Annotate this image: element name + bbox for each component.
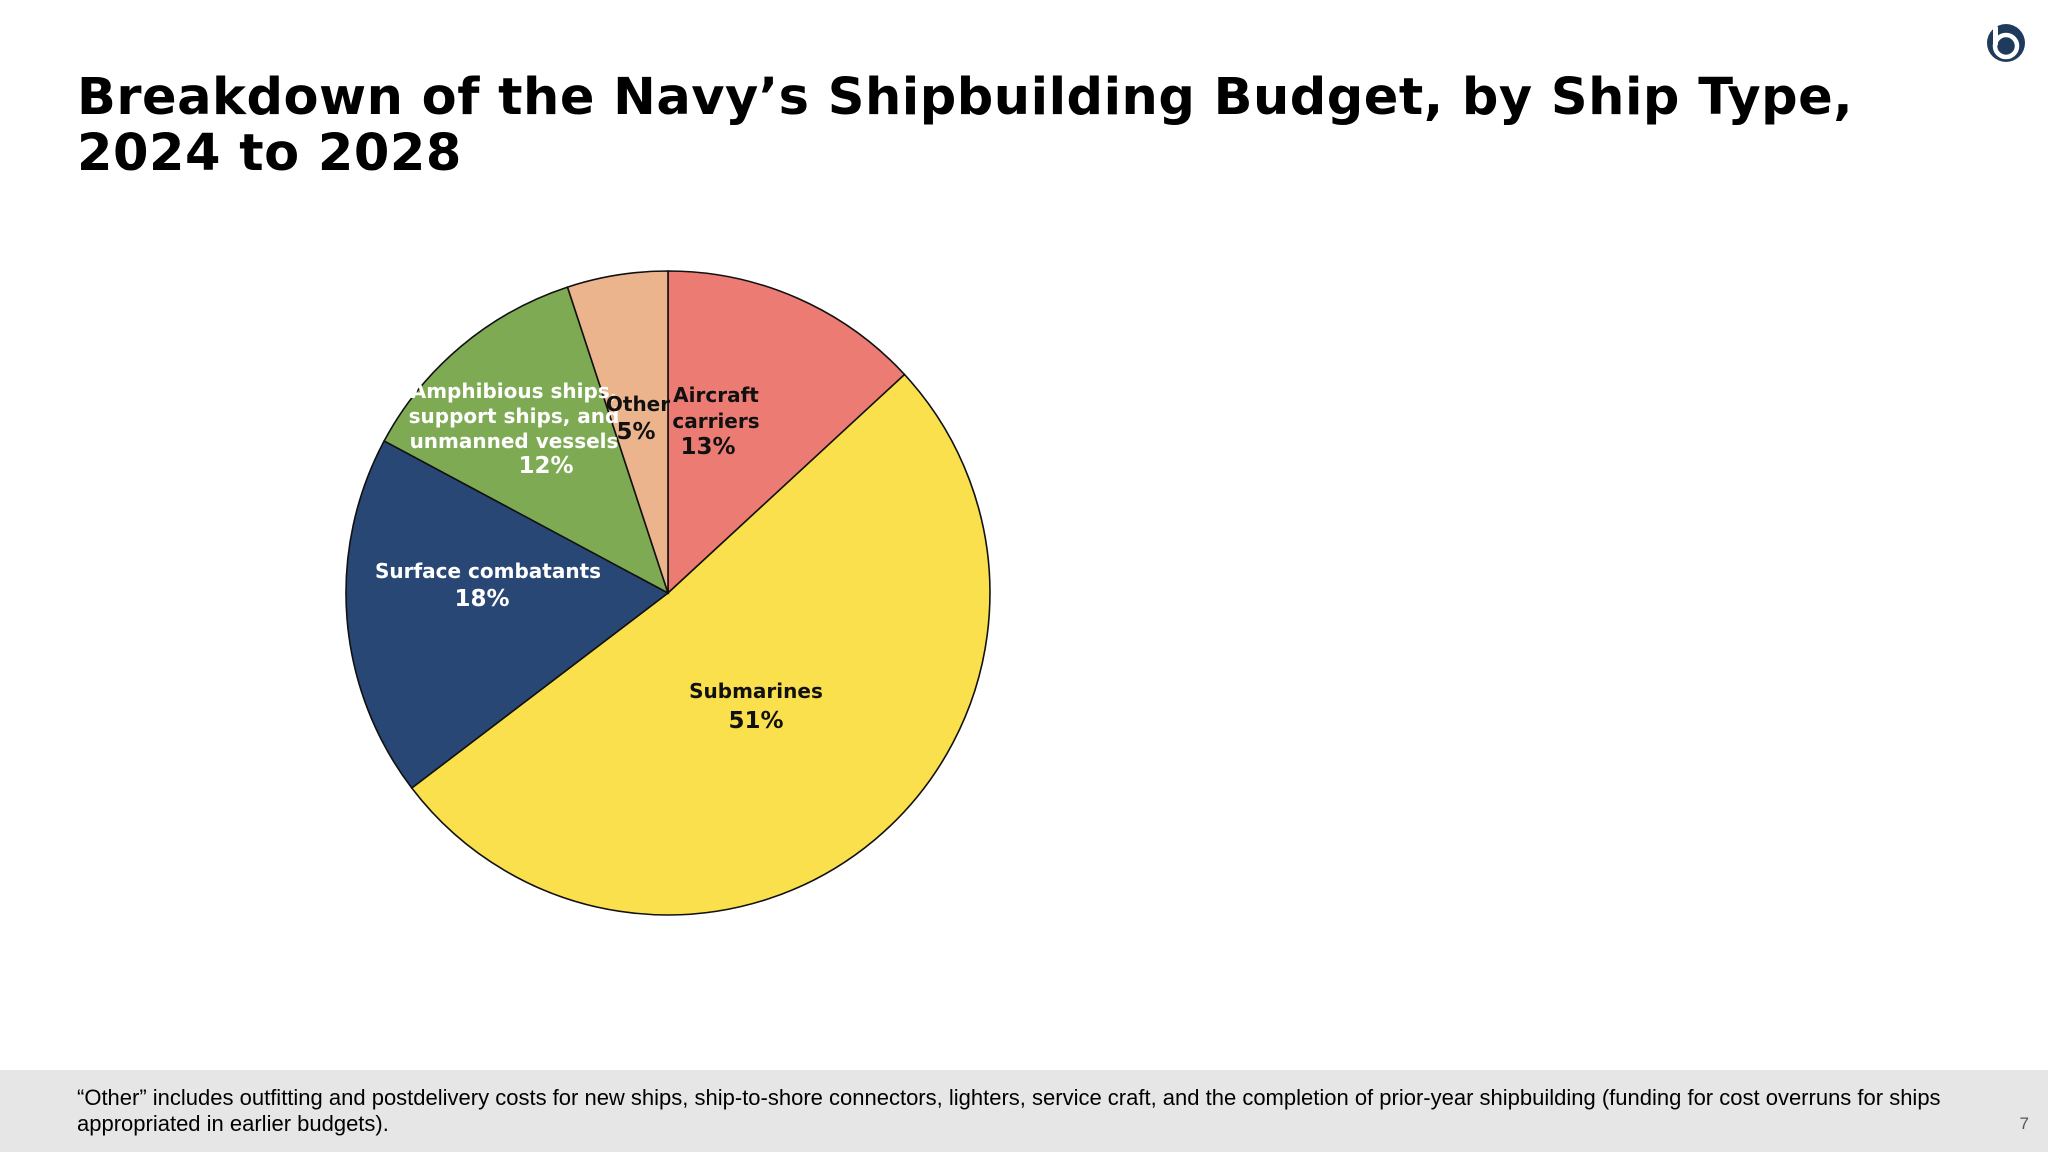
brand-logo-icon	[1987, 24, 2025, 62]
slice-value-label: 12%	[518, 453, 573, 479]
footnote: “Other” includes outfitting and postdeli…	[77, 1085, 1941, 1136]
slice-label-line: Surface combatants	[375, 559, 601, 583]
slice-label-submarines: Submarines 51%	[689, 679, 823, 734]
pie-chart: Aircraft carriers 13% Submarines 51% Surface …	[300, 240, 1060, 940]
page-number: 7	[2019, 1114, 2029, 1133]
pie-slice-amphibious-support-unmanned	[383, 286, 670, 595]
pie-slice-surface-combatants	[345, 439, 670, 790]
slice-label-line: support ships, and	[409, 404, 620, 428]
slice-value-label: 5%	[616, 419, 655, 445]
slice-label-surface-combatants: Surface combatants 18%	[375, 559, 601, 612]
pie-slice-submarines	[410, 373, 991, 916]
slice-value-label: 18%	[454, 586, 509, 612]
slice-value-label: 13%	[680, 434, 735, 460]
slice-label-line: Other	[606, 392, 670, 416]
footer-bar: “Other” includes outfitting and postdeli…	[0, 1070, 2048, 1152]
slide-title: Breakdown of the Navy’s Shipbuilding Bud…	[77, 68, 1854, 183]
slice-label-other: Other 5%	[606, 392, 670, 445]
pie-slice-aircraft-carriers	[667, 270, 906, 595]
slice-label-line: carriers	[672, 409, 759, 433]
pie-slice-other	[566, 270, 669, 594]
slice-label-line: Submarines	[689, 679, 823, 703]
slice-value-label: 51%	[728, 708, 783, 734]
slice-label-line: Amphibious ships,	[411, 379, 618, 403]
slice-label-line: Aircraft	[673, 383, 759, 407]
slice-label-line: unmanned vessels	[410, 429, 619, 453]
slice-label-amphibious-support-unmanned: Amphibious ships,support ships, andunman…	[409, 379, 620, 479]
